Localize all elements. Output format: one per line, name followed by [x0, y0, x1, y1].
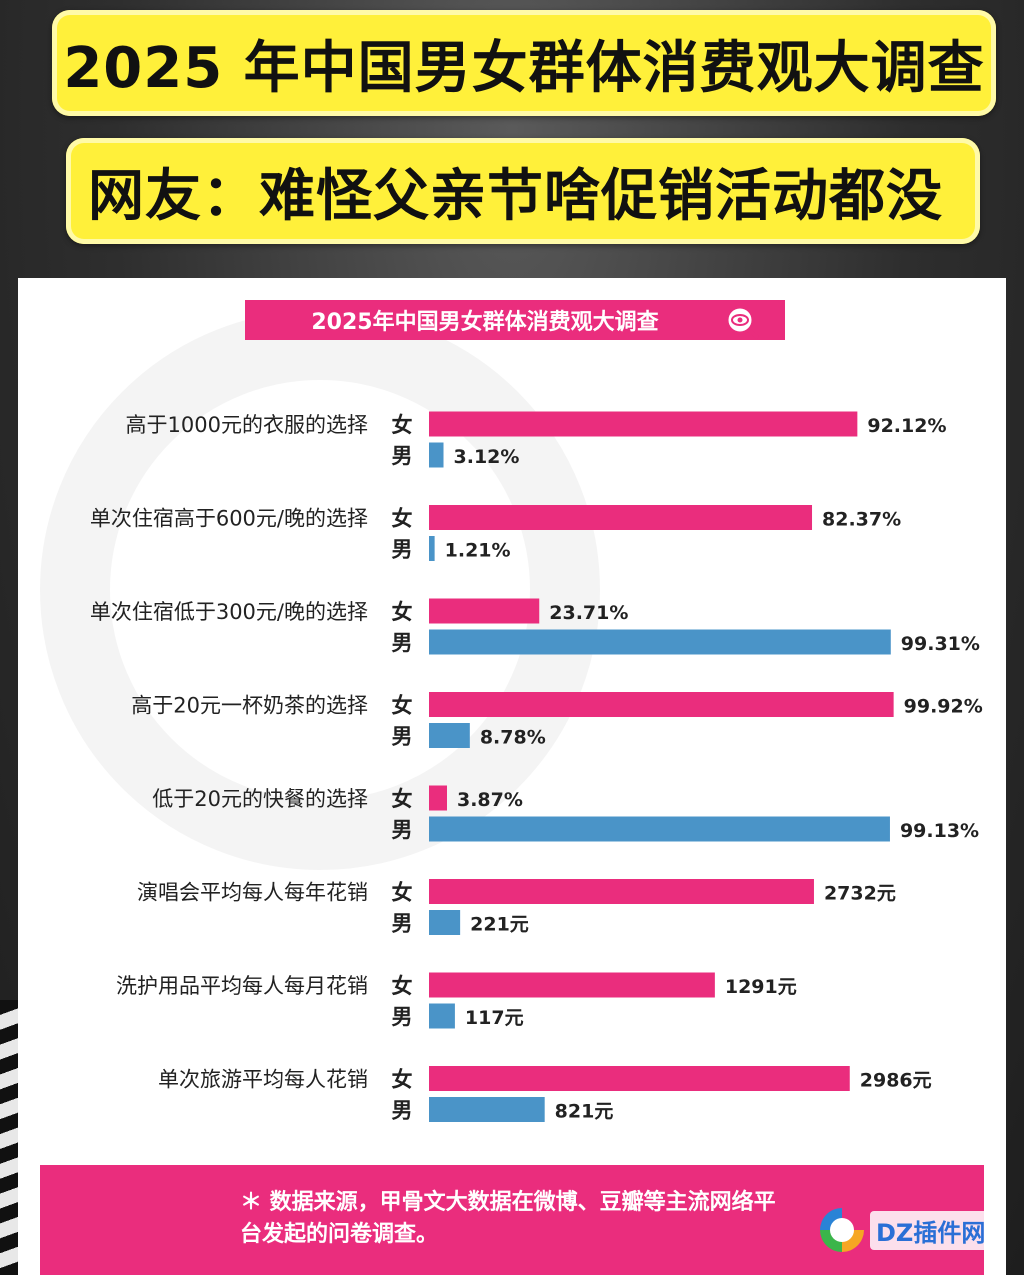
value-label-female: 92.12% [867, 415, 946, 437]
bar-female [429, 972, 715, 998]
headline-banner: 2025 年中国男女群体消费观大调查 [52, 10, 996, 116]
value-label-male: 1.21% [445, 540, 511, 562]
bar-female [429, 598, 540, 624]
value-label-male: 8.78% [480, 727, 546, 749]
category-label: 低于20元的快餐的选择 [152, 787, 368, 811]
category-label: 高于20元一杯奶茶的选择 [131, 694, 368, 718]
bar-male [429, 536, 435, 561]
value-label-female: 3.87% [457, 789, 523, 811]
series-label-male: 男 [392, 538, 413, 562]
category-label: 高于1000元的衣服的选择 [126, 413, 368, 437]
series-label-female: 女 [392, 1068, 413, 1092]
value-label-male: 99.13% [900, 820, 979, 842]
value-label-male: 221元 [470, 914, 529, 936]
bar-female [429, 879, 814, 904]
series-label-female: 女 [392, 694, 413, 718]
value-label-female: 2732元 [824, 883, 896, 905]
footer-note-line2: 台发起的问卷调查。 [240, 1222, 439, 1247]
series-label-female: 女 [392, 974, 413, 998]
headline-title: 2025 年中国男女群体消费观大调查 [63, 35, 985, 101]
bar-female [429, 505, 813, 530]
series-label-male: 男 [392, 1099, 413, 1123]
series-label-male: 男 [392, 912, 413, 936]
bar-male [429, 816, 890, 842]
value-label-female: 23.71% [549, 602, 628, 624]
bar-male [429, 442, 444, 468]
bar-female [429, 692, 894, 717]
series-label-female: 女 [392, 413, 413, 437]
background-stripes [0, 1000, 22, 1275]
value-label-female: 1291元 [725, 976, 797, 998]
series-label-female: 女 [392, 507, 413, 531]
logo-text: DZ插件网 [870, 1210, 992, 1250]
series-label-male: 男 [392, 444, 413, 468]
series-label-male: 男 [392, 725, 413, 749]
category-label: 单次住宿高于600元/晚的选择 [90, 507, 368, 531]
magnifier-eye-icon [725, 305, 760, 340]
site-logo: DZ插件网 [820, 1200, 1020, 1260]
bar-male [429, 910, 461, 935]
bar-female [429, 411, 858, 437]
value-label-male: 117元 [465, 1007, 524, 1029]
subheadline-banner: 网友：难怪父亲节啥促销活动都没 [66, 138, 980, 244]
value-label-female: 2986元 [860, 1070, 932, 1092]
bar-female [429, 1066, 850, 1091]
value-label-male: 99.31% [901, 633, 980, 655]
category-label: 演唱会平均每人每年花销 [137, 881, 368, 905]
bar-male [429, 723, 470, 748]
value-label-male: 3.12% [454, 446, 520, 468]
series-label-male: 男 [392, 631, 413, 655]
logo-icon [820, 1208, 864, 1252]
value-label-female: 82.37% [822, 509, 901, 531]
bar-male [429, 1097, 545, 1122]
category-label: 单次住宿低于300元/晚的选择 [90, 600, 368, 624]
series-label-female: 女 [392, 600, 413, 624]
series-label-male: 男 [392, 818, 413, 842]
value-label-female: 99.92% [904, 696, 983, 718]
series-label-male: 男 [392, 1005, 413, 1029]
value-label-male: 821元 [555, 1101, 614, 1123]
bar-male [429, 629, 891, 655]
bar-male [429, 1003, 455, 1029]
series-label-female: 女 [392, 881, 413, 905]
chart-title: 2025年中国男女群体消费观大调查 [245, 300, 785, 340]
footer-note-line1: ＊ 数据来源，甲骨文大数据在微博、豆瓣等主流网络平 [240, 1190, 776, 1215]
headline-subtitle: 网友：难怪父亲节啥促销活动都没 [88, 163, 943, 229]
footer-note: ＊ 数据来源，甲骨文大数据在微博、豆瓣等主流网络平 台发起的问卷调查。 [40, 1165, 984, 1275]
category-label: 单次旅游平均每人花销 [158, 1068, 368, 1092]
category-label: 洗护用品平均每人每月花销 [116, 974, 368, 998]
series-label-female: 女 [392, 787, 413, 811]
bar-female [429, 785, 447, 811]
